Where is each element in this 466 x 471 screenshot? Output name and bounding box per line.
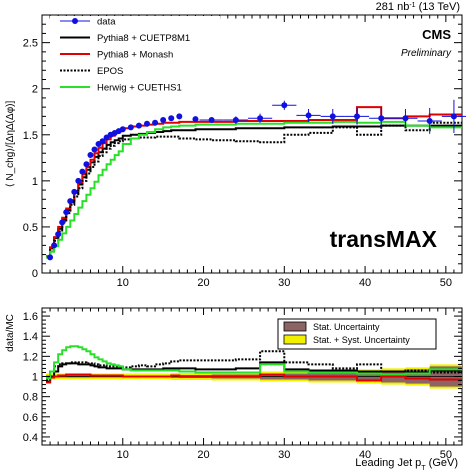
data-point [329,113,336,120]
data-point [144,120,150,127]
x-axis-label: Leading Jet pT (GeV) [355,457,458,471]
y-tick-label: 0.5 [23,222,38,234]
ratio-legend: Stat. Uncertainty Stat. + Syst. Uncertain… [277,318,437,350]
ratio-panel: 10 20 30 40 50 0.4 0.6 0.8 1 1.2 1.4 1.6 data/MC Le… [5,307,463,471]
data-point [63,209,70,216]
main-legend: data Pythia8 + CUETP8M1 Pythia8 + Monash EP… [50,16,220,98]
ratio-legend-swatch-1 [283,334,307,345]
y-tick-label: 1.5 [23,130,38,142]
y-tick-label: 0.6 [23,412,38,424]
data-point [135,122,142,129]
data-point [119,126,126,133]
ratio-y-axis-label: data/MC [5,314,16,352]
x-tick-label: 20 [197,277,209,289]
data-point [59,219,66,226]
x-tick-label: 40 [359,277,371,289]
y-tick-label: 0.4 [23,432,38,444]
data-point [232,117,239,124]
legend-label-3: EPOS [97,66,123,77]
data-point [75,177,82,184]
data-point [305,112,312,119]
data-point [176,113,183,120]
series-line-3 [46,120,462,259]
data-point [79,168,86,175]
data-point [127,124,134,131]
data-point [55,231,62,238]
region-label: transMAX [330,226,438,252]
data-point [152,119,159,126]
legend-label-4: Herwig + CUETHS1 [97,83,182,94]
legend-label-1: Pythia8 + CUETP8M1 [97,33,190,44]
y-tick-label: 2 [32,84,38,96]
data-point [51,242,58,249]
ratio-series-group [46,345,462,384]
preliminary-label: Preliminary [401,48,452,59]
legend-label-2: Pythia8 + Monash [97,50,173,61]
ratio-series-line-2 [46,350,462,381]
y-tick-label: 1 [32,372,38,384]
y-tick-label: 1.4 [23,331,38,343]
x-tick-label: 40 [359,449,371,461]
data-point [450,113,457,120]
y-tick-label: 1.2 [23,351,38,363]
data-point [257,115,264,122]
legend-label-0: data [97,17,116,28]
data-point [354,113,360,120]
data-point [168,115,175,122]
x-tick-label: 30 [278,449,290,461]
cms-label: CMS [422,27,451,42]
data-point [208,117,215,124]
ratio-legend-swatch-0 [283,321,307,332]
data-point [402,115,409,122]
ratio-series-line-3 [46,345,462,380]
data-points [47,99,466,261]
y-tick-label: 1.6 [23,311,38,323]
data-point [91,146,98,153]
data-point [83,161,90,168]
series-line-2 [46,121,462,259]
legend-background [50,16,220,98]
legend-data-marker [72,18,78,24]
y-tick-label: 0 [32,268,38,280]
lumi-label: 281 nb-1 (13 TeV) [376,1,460,13]
data-point [378,115,385,122]
x-tick-label: 50 [440,449,452,461]
ratio-legend-label-0: Stat. Uncertainty [313,322,380,332]
ratio-legend-label-1: Stat. + Syst. Uncertainty [313,335,410,345]
y-tick-label: 1 [32,176,38,188]
x-tick-label: 50 [440,277,452,289]
data-point [71,188,78,195]
x-tick-label: 10 [117,449,129,461]
ratio-series-line-1 [46,373,462,384]
x-tick-label: 20 [197,449,209,461]
data-point [67,198,74,205]
main-panel: 10 20 30 40 50 0 0.5 1 1.5 2 2.5 ⟨ N_chg⟩/[ΔηΔ(Δφ)… [5,14,466,289]
y-tick-label: 0.8 [23,392,38,404]
x-tick-label: 30 [278,277,290,289]
main-y-axis-label: ⟨ N_chg⟩/[ΔηΔ(Δφ)] [5,101,16,188]
data-point [47,254,54,261]
data-point [192,116,199,123]
ratio-axis-ticks: 10 20 30 40 50 0.4 0.6 0.8 1 1.2 1.4 1.6 [23,307,462,461]
data-point [281,102,288,109]
y-tick-label: 2.5 [23,38,38,50]
data-point [87,152,94,159]
data-point [426,117,433,124]
data-point [160,117,167,124]
x-tick-label: 10 [117,277,129,289]
data-point [99,138,106,145]
